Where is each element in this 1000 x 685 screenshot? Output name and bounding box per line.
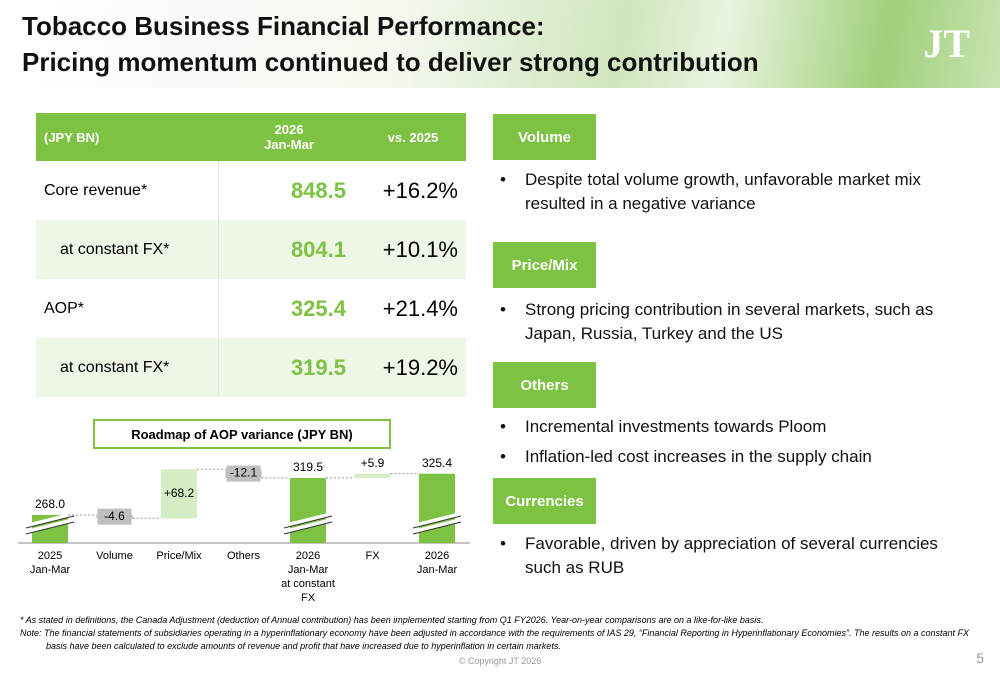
category-label: Others	[226, 550, 260, 562]
category-label: Volume	[96, 550, 133, 562]
axis-break	[283, 518, 333, 534]
table-row: AOP* 325.4 +21.4%	[36, 279, 466, 338]
table-cell: +16.2%	[382, 177, 458, 203]
axis-break	[25, 521, 75, 535]
category-label: 2025 Jan-Mar	[29, 550, 71, 576]
table-cell: AOP*	[44, 299, 85, 317]
axis-break	[283, 515, 333, 529]
table-cell: +10.1%	[382, 236, 458, 262]
bullet: Despite total volume growth, unfavorable…	[500, 168, 940, 216]
category-label: 2026 Jan-Mar at constant FX	[281, 550, 335, 604]
bullet-list: Despite total volume growth, unfavorable…	[500, 168, 940, 222]
category-label: FX	[365, 550, 380, 562]
footnote: Note: The financial statements of subsid…	[20, 628, 970, 651]
value-label: 319.5	[293, 460, 323, 474]
axis-break	[412, 518, 462, 534]
section-title: Others	[493, 362, 596, 408]
table-cell: +21.4%	[382, 295, 458, 321]
header-cell: vs. 2025	[387, 129, 439, 145]
bullet: Favorable, driven by appreciation of sev…	[500, 532, 940, 580]
bar	[290, 477, 326, 543]
table: (JPY BN) 2026 Jan-Mar vs. 2025 Core revenue…	[36, 113, 466, 397]
title-line: Pricing momentum continued to deliver st…	[22, 47, 759, 77]
bullet-list: Incremental investments towards Ploom Inf…	[500, 415, 940, 475]
title-line: Tobacco Business Financial Performance:	[22, 11, 545, 41]
value-label: -12.1	[230, 466, 258, 480]
header-cell: 2026 Jan-Mar	[264, 122, 314, 152]
axis-break	[412, 515, 462, 529]
bullet-list: Strong pricing contribution in several m…	[500, 298, 940, 352]
label-background	[226, 465, 261, 482]
value-label: 325.4	[422, 456, 452, 470]
bullet-list: Favorable, driven by appreciation of sev…	[500, 532, 940, 586]
category-label: 2026 Jan-Mar	[416, 550, 458, 576]
value-label: -4.6	[104, 509, 125, 523]
footnotes: * As stated in definitions, the Canada A…	[20, 614, 980, 653]
axis-break	[283, 521, 333, 535]
bar	[419, 473, 455, 543]
section-title: Volume	[493, 114, 596, 160]
table-row: at constant FX* 319.5 +19.2%	[36, 338, 466, 397]
bar	[354, 473, 391, 478]
value-label: +5.9	[361, 456, 385, 470]
axis-break	[283, 512, 333, 528]
bar	[161, 469, 197, 519]
table-cell: 325.4	[218, 279, 360, 338]
axis-break	[412, 512, 462, 528]
table-header: (JPY BN) 2026 Jan-Mar vs. 2025	[36, 113, 466, 161]
table-cell: Core revenue*	[44, 181, 148, 199]
category-label: Price/Mix	[156, 550, 202, 562]
header-band	[0, 0, 1000, 88]
axis-break	[25, 512, 75, 528]
label-background	[97, 508, 132, 525]
section-title: Price/Mix	[493, 242, 596, 288]
table-cell: at constant FX*	[60, 240, 170, 258]
title: Tobacco Business Financial Performance: …	[22, 8, 759, 80]
table-cell: 319.5	[218, 338, 360, 397]
table-cell: 804.1	[218, 220, 360, 279]
section-title: Currencies	[493, 478, 596, 524]
logo: JT	[923, 21, 970, 66]
axis-break	[25, 518, 75, 534]
table-cell: 848.5	[218, 161, 360, 220]
header-cell: (JPY BN)	[44, 129, 100, 145]
value-label: +68.2	[164, 486, 195, 500]
copyright: © Copyright JT 2026	[458, 656, 542, 666]
chart-title: Roadmap of AOP variance (JPY BN)	[93, 419, 391, 449]
bullet: Incremental investments towards Ploom	[500, 415, 940, 439]
page-number: 5	[976, 650, 984, 666]
table-row: Core revenue* 848.5 +16.2%	[36, 161, 466, 220]
axis-break	[412, 521, 462, 535]
table-cell: at constant FX*	[60, 358, 170, 376]
bullet: Inflation-led cost increases in the supp…	[500, 445, 940, 469]
bullet: Strong pricing contribution in several m…	[500, 298, 940, 346]
value-label: 268.0	[35, 497, 65, 511]
table-cell: +19.2%	[382, 354, 458, 380]
axis-break	[25, 515, 75, 529]
table-row: at constant FX* 804.1 +10.1%	[36, 220, 466, 279]
footnote: * As stated in definitions, the Canada A…	[20, 615, 764, 625]
